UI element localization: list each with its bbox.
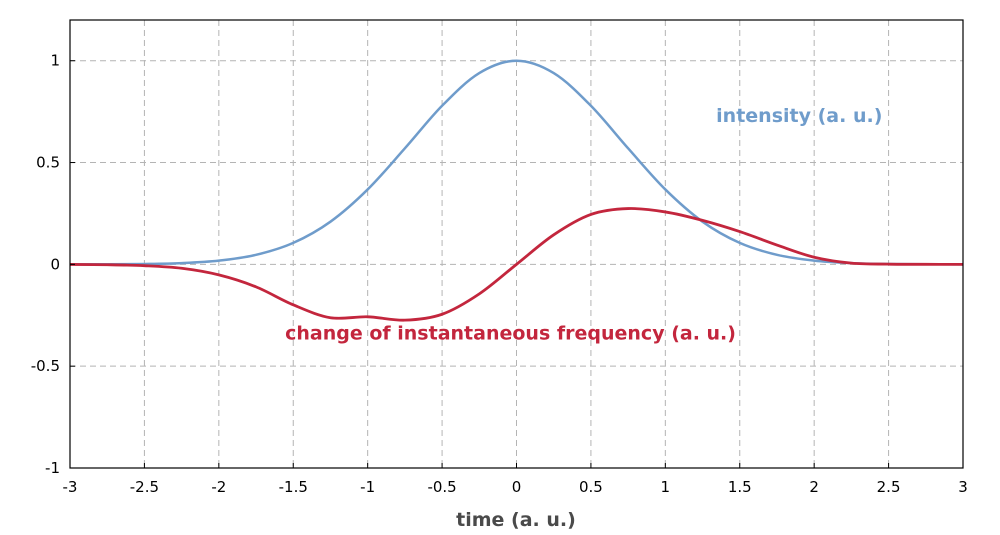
intensity-label: intensity (a. u.) [716,105,882,127]
annotations: intensity (a. u.) change of instantaneous… [285,105,882,345]
x-tick-label: -2.5 [130,478,159,496]
x-tick-label: 0.5 [579,478,603,496]
grid [70,20,963,468]
x-tick-label: -2 [211,478,226,496]
x-tick-label: 1 [661,478,671,496]
x-tick-label: 2 [809,478,819,496]
x-axis-title: time (a. u.) [456,509,576,531]
y-tick-label: 1 [50,52,60,70]
series-line-frequency-change [69,207,964,322]
x-tick-label: -1.5 [279,478,308,496]
series-group [69,59,964,322]
x-tick-label: 1.5 [728,478,752,496]
x-axis-ticks: -3 -2.5 -2 -1.5 -1 -0.5 0 0.5 1 1.5 2 2.5 3 [63,463,968,496]
y-tick-label: 0 [50,255,60,273]
frequency-change-label: change of instantaneous frequency (a. u.… [285,323,736,345]
x-tick-label: -3 [63,478,78,496]
x-tick-label: 2.5 [877,478,901,496]
x-tick-label: -1 [360,478,375,496]
y-tick-label: -1 [45,459,60,477]
x-tick-label: 3 [958,478,968,496]
y-tick-label: -0.5 [31,357,60,375]
x-tick-label: -0.5 [427,478,456,496]
y-axis-ticks: -1 -0.5 0 0.5 1 [31,52,75,477]
x-tick-label: 0 [512,478,522,496]
series-line-intensity [69,59,964,266]
y-tick-label: 0.5 [36,154,60,172]
